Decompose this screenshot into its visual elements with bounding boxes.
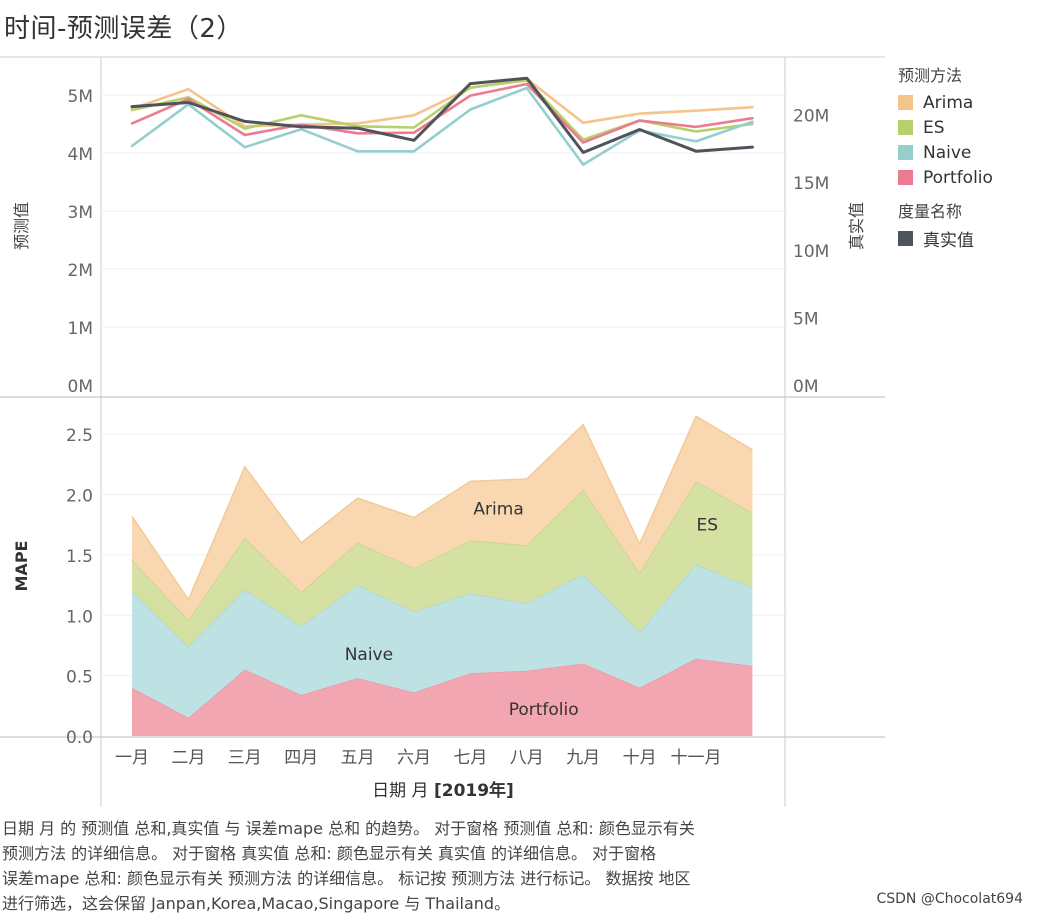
legend-item-actual[interactable]: 真实值 [898,226,974,251]
area-label-es: ES [697,515,719,535]
legend-title-measure: 度量名称 [898,202,963,221]
x-axis-label: 日期 月 [2019年] [372,780,514,801]
y-tick-label: 2.5 [66,426,93,446]
top-right-axis-ticks: 0M 5M 10M 15M 20M [793,107,829,397]
y-tick-label: 2M [68,261,93,281]
mape-area-layer [131,415,753,736]
area-edge-arima [131,415,753,602]
caption-line: 进行筛选，这会保留 Janpan,Korea,Macao,Singapore 与… [2,894,511,913]
bottom-y-axis-label: MAPE [12,541,31,592]
legend-label-es: ES [923,117,945,138]
x-tick-label: 十一月 [671,748,722,768]
area-arima [132,416,753,621]
caption-line: 预测方法 的详细信息。 对于窗格 真实值 总和: 颜色显示有关 真实值 的详细信… [2,844,657,863]
legend-item-portfolio[interactable]: Portfolio [898,165,993,190]
legend-swatch-arima [898,95,913,110]
area-portfolio [132,658,753,736]
y-tick-label: 0M [68,377,93,397]
top-y2-axis-label: 真实值 [847,202,866,250]
x-axis-label-text: 日期 月 [372,781,428,801]
y2-tick-label: 10M [793,242,829,262]
area-label-arima: Arima [473,499,523,519]
area-es [132,481,753,647]
legend-item-arima[interactable]: Arima [898,90,993,115]
legend-swatch-portfolio [898,170,913,185]
caption-line: 误差mape 总和: 颜色显示有关 预测方法 的详细信息。 标记按 预测方法 进… [2,869,691,888]
x-tick-label: 五月 [341,748,375,768]
y-tick-label: 0.0 [66,728,93,748]
y2-tick-label: 0M [793,377,818,397]
top-left-axis-ticks: 0M 1M 2M 3M 4M 5M [68,87,93,397]
x-tick-label: 八月 [510,748,544,768]
area-edge-es [131,480,753,622]
x-tick-label: 六月 [397,748,431,768]
y-tick-label: 4M [68,145,93,165]
series-line-portfolio [130,82,754,144]
legend-swatch-es [898,120,913,135]
y2-tick-label: 20M [793,107,829,127]
x-axis-ticks: 一月 二月 三月 四月 五月 六月 七月 八月 九月 十月 十一月 [115,748,722,768]
x-tick-label: 九月 [566,748,600,768]
legend-label-arima: Arima [923,92,974,113]
area-naive [132,564,753,718]
legend-item-naive[interactable]: Naive [898,140,993,165]
legend-item-es[interactable]: ES [898,115,993,140]
series-line-arima [130,77,754,128]
bottom-left-axis-ticks: 0.0 0.5 1.0 1.5 2.0 2.5 [66,426,93,748]
y-tick-label: 1.5 [66,547,93,567]
forecast-line-layer [130,76,754,166]
chart-title: 时间-预测误差（2） [4,14,243,44]
area-label-portfolio: Portfolio [509,700,579,720]
series-line-真实值 [130,76,754,154]
x-tick-label: 二月 [171,748,205,768]
area-label-naive: Naive [345,645,393,665]
legend-swatch-actual [898,231,913,246]
x-tick-label: 三月 [228,748,262,768]
legend-swatch-naive [898,145,913,160]
legend-forecast-method: 预测方法 Arima ES Naive Portfolio [898,62,993,190]
y-tick-label: 3M [68,203,93,223]
x-tick-label: 十月 [623,748,657,768]
x-tick-label: 四月 [284,748,318,768]
area-annotations: Arima ES Naive Portfolio [345,499,718,720]
x-axis-label-year: [2019年] [434,780,514,801]
top-y-axis-label: 预测值 [12,202,31,250]
legend-measure-name: 度量名称 真实值 [898,198,974,251]
y-tick-label: 2.0 [66,487,93,507]
y2-tick-label: 5M [793,309,818,329]
y-tick-label: 1.0 [66,607,93,627]
legend-label-portfolio: Portfolio [923,167,993,188]
x-tick-label: 七月 [453,748,487,768]
y-tick-label: 1M [68,319,93,339]
chart-caption: 日期 月 的 预测值 总和,真实值 与 误差mape 总和 的趋势。 对于窗格 … [2,816,782,916]
caption-line: 日期 月 的 预测值 总和,真实值 与 误差mape 总和 的趋势。 对于窗格 … [2,819,695,838]
watermark: CSDN @Chocolat694 [876,891,1023,907]
top-gridlines [101,94,785,328]
legend-label-actual: 真实值 [923,231,974,251]
legend-title-method: 预测方法 [898,66,963,85]
legend-label-naive: Naive [923,142,972,163]
y-tick-label: 5M [68,87,93,107]
x-tick-label: 一月 [115,748,149,768]
y-tick-label: 0.5 [66,668,93,688]
y2-tick-label: 15M [793,174,829,194]
